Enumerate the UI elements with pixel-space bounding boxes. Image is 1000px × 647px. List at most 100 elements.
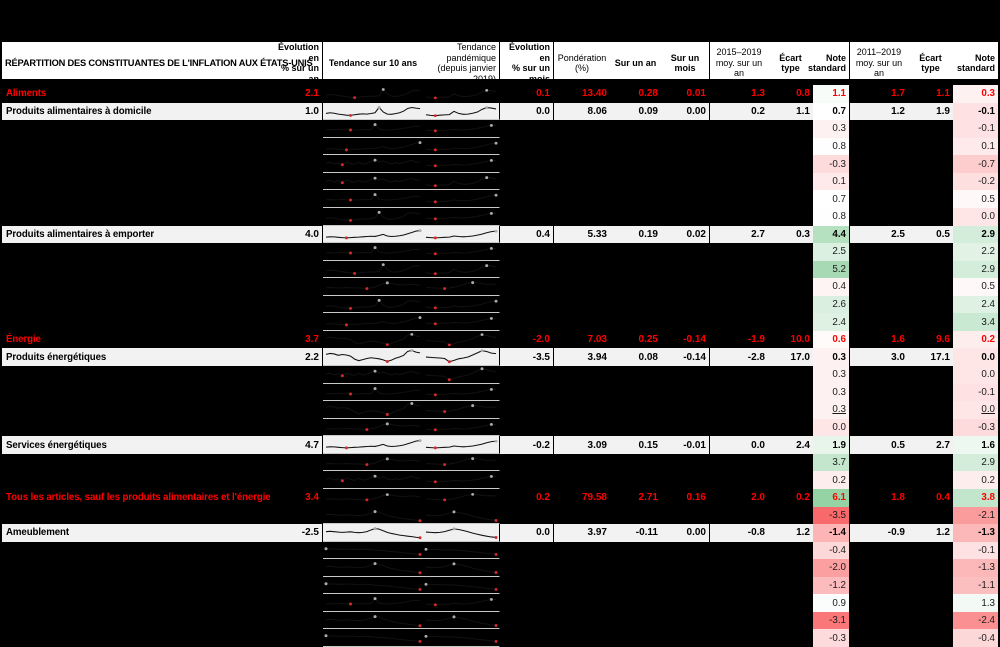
sur-un-mois-cell: 0.02	[661, 225, 710, 244]
min-dot	[418, 536, 422, 540]
sparkline-10y-chart	[323, 349, 423, 364]
ponderation-cell	[554, 155, 610, 173]
evolution-an-cell	[270, 418, 323, 437]
max-dot	[381, 262, 385, 266]
min-dot	[433, 271, 437, 275]
note-standard-cell-1: 0.6	[813, 330, 850, 349]
note-standard-cell-1: 0.7	[813, 102, 850, 121]
min-dot	[349, 251, 353, 255]
moyenne-2011-2019-cell	[850, 120, 908, 138]
sparkline-pandemic-cell	[423, 401, 500, 419]
moyenne-2015-2019-cell	[710, 611, 768, 630]
ecart-type-cell: 0.2	[768, 488, 813, 507]
ecart-type-2-cell	[908, 207, 953, 226]
ecart-type-cell	[768, 611, 813, 630]
note-standard-cell-1: -0.4	[813, 541, 850, 560]
sur-un-mois-cell	[661, 383, 710, 402]
evolution-an-cell	[270, 594, 323, 612]
table-row: 2.6 2.4	[2, 295, 998, 314]
evolution-an-cell	[270, 401, 323, 419]
min-dot	[433, 184, 437, 187]
table-row: 0.4 0.5	[2, 278, 998, 296]
row-label	[2, 137, 270, 156]
ponderation-cell	[554, 576, 610, 595]
evolution-an-cell: -2.5	[270, 524, 323, 542]
table-row: -3.5 -2.1	[2, 506, 998, 525]
row-label: Tous les articles, sauf les produits ali…	[2, 488, 270, 507]
evolution-mois-cell: 0.2	[500, 488, 554, 507]
sparkline-10y-cell	[323, 260, 423, 279]
sparkline-pandemic-chart	[423, 349, 499, 364]
note-standard-cell-2: 0.3	[953, 85, 998, 103]
min-dot	[433, 235, 437, 239]
moyenne-2011-2019-cell	[850, 207, 908, 226]
sur-un-an-cell	[610, 559, 661, 577]
note-standard-cell-1: 0.3	[813, 366, 850, 384]
sparkline-pandemic-cell	[423, 120, 500, 138]
moyenne-2011-2019-cell	[850, 453, 908, 472]
note-standard-cell-2: 0.0	[953, 401, 998, 419]
row-label	[2, 611, 270, 630]
note-standard-cell-1: 0.1	[813, 172, 850, 191]
sparkline-pandemic-cell	[423, 541, 500, 560]
ecart-type-2-cell	[908, 155, 953, 173]
max-dot	[418, 316, 422, 320]
row-label	[2, 576, 270, 595]
ponderation-cell	[554, 506, 610, 525]
ponderation-cell	[554, 453, 610, 472]
min-dot	[447, 378, 451, 382]
sparkline-pandemic-cell	[423, 524, 500, 542]
evolution-mois-cell	[500, 172, 554, 191]
sparkline-10y-chart	[323, 457, 423, 466]
sparkline-10y-cell	[323, 102, 423, 121]
sparkline-pandemic-cell	[423, 629, 500, 647]
min-dot	[385, 360, 389, 364]
sparkline-10y-cell	[323, 243, 423, 261]
ecart-type-2-cell	[908, 629, 953, 647]
sparkline-10y-chart	[323, 158, 423, 167]
sparkline-pandemic-chart	[423, 598, 499, 607]
note-standard-cell-2: -0.1	[953, 120, 998, 138]
max-dot	[324, 634, 328, 638]
max-dot	[324, 582, 328, 585]
sparkline-10y-cell	[323, 576, 423, 595]
min-dot	[340, 479, 344, 483]
sparkline-pandemic-chart	[423, 404, 499, 414]
ecart-type-2-cell	[908, 120, 953, 138]
moyenne-2015-2019-cell: -0.8	[710, 524, 768, 542]
ecart-type-cell	[768, 243, 813, 261]
note-standard-cell-2: -0.3	[953, 418, 998, 437]
max-dot	[489, 159, 493, 163]
max-dot	[373, 176, 377, 180]
sparkline-10y-chart	[323, 475, 423, 483]
sparkline-10y-chart	[323, 493, 423, 502]
sur-un-an-cell	[610, 576, 661, 595]
max-dot	[410, 332, 414, 336]
min-dot	[349, 306, 353, 310]
evolution-an-cell	[270, 295, 323, 314]
sparkline-pandemic-chart	[423, 105, 499, 117]
col-header-trend-pandemic: Tendance pandémique (depuis janvier 2019…	[423, 42, 500, 84]
moyenne-2015-2019-cell: 2.7	[710, 225, 768, 244]
sparkline-10y-cell	[323, 278, 423, 296]
col-header-sur-un-an: Sur un an	[614, 57, 657, 68]
row-label	[2, 190, 270, 208]
row-label: Services énergétiques	[2, 436, 270, 454]
sur-un-mois-cell	[661, 611, 710, 630]
moyenne-2015-2019-cell: 0.0	[710, 436, 768, 454]
note-standard-cell-1: 0.0	[813, 418, 850, 437]
evolution-an-cell	[270, 207, 323, 226]
row-label	[2, 207, 270, 226]
note-standard-cell-2: -1.1	[953, 576, 998, 595]
evolution-an-cell	[270, 190, 323, 208]
table-row: 0.3 0.0	[2, 366, 998, 384]
sparkline-10y-chart	[323, 246, 423, 255]
note-standard-cell-2: 3.4	[953, 313, 998, 331]
min-dot	[365, 462, 369, 466]
sparkline-10y-cell	[323, 172, 423, 191]
sparkline-10y-chart	[323, 140, 422, 152]
max-dot	[410, 349, 414, 353]
ponderation-cell: 13.40	[554, 85, 610, 103]
max-dot	[494, 141, 498, 145]
evolution-an-cell	[270, 278, 323, 296]
